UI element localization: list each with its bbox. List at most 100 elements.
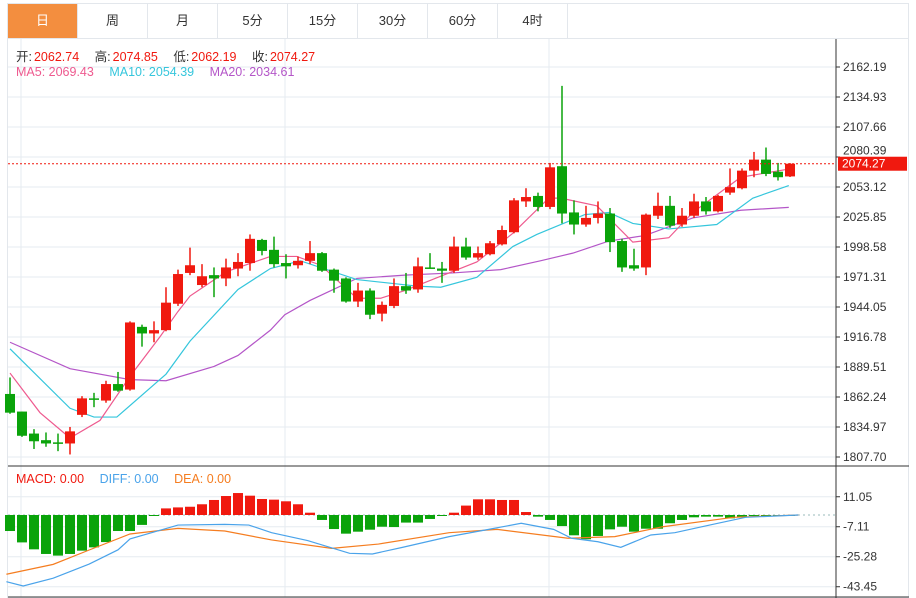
macd-bar	[449, 512, 459, 515]
macd-bar	[221, 496, 231, 515]
low-value: 2062.19	[191, 50, 237, 64]
tab-month[interactable]: 月	[148, 4, 218, 38]
macd-bar	[173, 507, 183, 515]
macd-bar	[413, 515, 423, 523]
y-tick-label: 2107.66	[843, 120, 887, 134]
macd-bar	[341, 515, 351, 534]
candle-up	[293, 260, 303, 266]
macd-bar	[473, 499, 483, 515]
macd-bar	[209, 499, 219, 515]
candle-up	[125, 322, 135, 390]
candle-up	[173, 274, 183, 304]
candle-down	[341, 278, 351, 302]
tab-4hour[interactable]: 4时	[498, 4, 568, 38]
macd-bar	[425, 515, 435, 519]
macd-bar	[305, 512, 315, 515]
candle-up	[233, 261, 243, 269]
high-label: 高:	[94, 50, 111, 64]
tab-15min[interactable]: 15分	[288, 4, 358, 38]
y-tick-label: 1998.58	[843, 240, 887, 254]
candle-up	[521, 197, 531, 202]
tab-day[interactable]: 日	[8, 4, 78, 38]
tab-30min[interactable]: 30分	[358, 4, 428, 38]
candle-up	[473, 253, 483, 258]
candle-down	[41, 440, 51, 444]
candle-up	[653, 205, 663, 216]
tab-60min[interactable]: 60分	[428, 4, 498, 38]
candle-down	[137, 326, 147, 334]
macd-bar	[437, 515, 447, 516]
current-price-label: 2074.27	[842, 157, 886, 171]
candle-up	[689, 201, 699, 216]
candle-down	[617, 241, 627, 268]
macd-bar	[497, 499, 507, 515]
y-tick-label: 1889.51	[843, 360, 887, 374]
macd-bar	[101, 515, 111, 543]
candle-up	[725, 187, 735, 193]
candle-up	[581, 217, 591, 225]
y-tick-label: 2080.39	[843, 144, 887, 158]
macd-bar	[149, 515, 159, 516]
diff-legend-value: DIFF: 0.00	[99, 472, 159, 486]
candle-down	[317, 253, 327, 271]
candle-up	[713, 195, 723, 212]
candle-down	[533, 195, 543, 207]
macd-bar	[197, 504, 207, 515]
candle-up	[593, 213, 603, 218]
candle-up	[509, 200, 519, 233]
macd-bar	[353, 515, 363, 532]
macd-y-tick-label: -43.45	[843, 580, 877, 594]
close-value: 2074.27	[269, 50, 316, 64]
candle-down	[113, 384, 123, 391]
macd-bar	[281, 501, 291, 515]
macd-bar	[509, 499, 519, 515]
macd-bar	[377, 515, 387, 527]
macd-bar	[569, 515, 579, 536]
macd-bar	[677, 515, 687, 520]
low-label: 低:	[173, 50, 190, 64]
candle-up	[377, 304, 387, 314]
candle-up	[245, 238, 255, 264]
tab-5min[interactable]: 5分	[218, 4, 288, 38]
macd-bar	[617, 515, 627, 527]
candle-down	[425, 267, 435, 269]
ohlc-legend: 开: 2062.74 高: 2074.85 低: 2062.19 收: 2074.27	[16, 46, 317, 65]
y-tick-label: 1862.24	[843, 390, 887, 404]
candle-up	[677, 215, 687, 225]
macd-bar	[533, 515, 543, 517]
ma5-legend: MA5: 2069.43	[16, 65, 94, 79]
macd-bar	[389, 515, 399, 528]
candle-up	[485, 243, 495, 255]
macd-bar	[749, 515, 759, 516]
candle-up	[497, 230, 507, 245]
macd-bar	[365, 515, 375, 530]
macd-bar	[293, 504, 303, 515]
macd-bar	[77, 515, 87, 551]
macd-bar	[545, 515, 555, 520]
current-price-badge	[838, 156, 907, 171]
y-tick-label: 2053.12	[843, 180, 887, 194]
candle-up	[77, 398, 87, 415]
macd-bar	[245, 495, 255, 515]
candle-down	[29, 433, 39, 442]
diff-line	[6, 514, 799, 587]
candle-down	[209, 275, 219, 279]
candle-up	[185, 265, 195, 273]
macd-bar	[317, 515, 327, 520]
candle-down	[257, 239, 267, 251]
macd-bar	[605, 515, 615, 530]
tab-week[interactable]: 周	[78, 4, 148, 38]
open-value: 2062.74	[33, 50, 80, 64]
macd-bar	[125, 515, 135, 532]
macd-bar	[557, 515, 567, 527]
macd-bar	[89, 515, 99, 548]
macd-bar	[401, 515, 411, 523]
candle-up	[749, 159, 759, 171]
macd-bar	[269, 499, 279, 515]
candle-down	[365, 290, 375, 315]
candle-up	[545, 167, 555, 207]
candle-down	[557, 166, 567, 214]
candle-up	[449, 246, 459, 271]
candle-up	[101, 384, 111, 401]
